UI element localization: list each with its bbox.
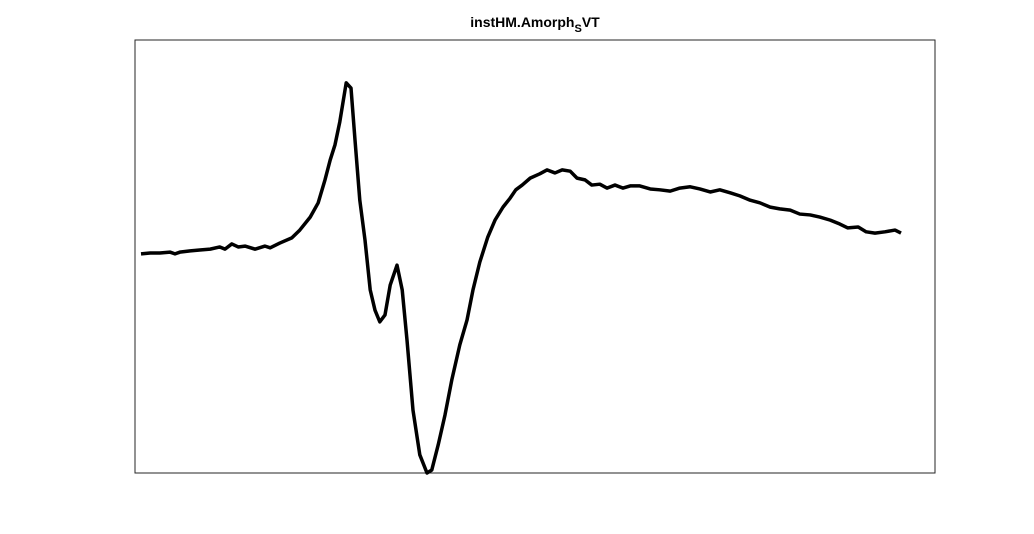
title-rest: VT (582, 14, 600, 30)
data-line (140, 81, 902, 475)
plot-area (134, 39, 936, 474)
chart-title: instHM.AmorphSVT (470, 14, 600, 35)
title-main: instHM.Amorph (470, 14, 574, 30)
title-subscript: S (574, 23, 581, 35)
